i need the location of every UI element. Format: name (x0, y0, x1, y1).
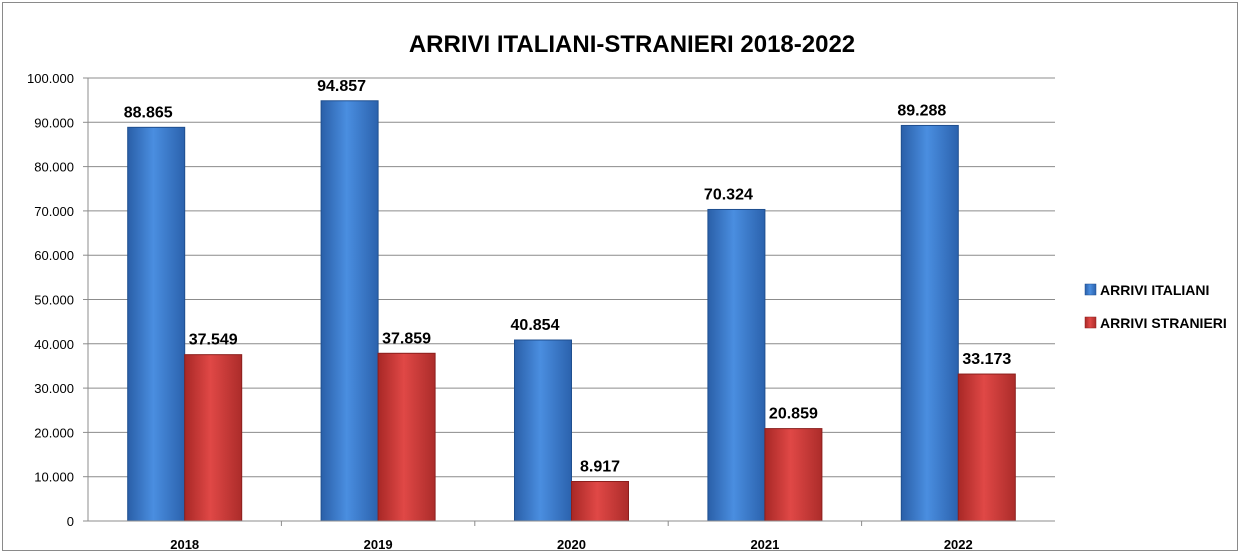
bar-italiani (514, 339, 572, 522)
bar-stranieri (957, 373, 1016, 522)
data-label: 8.917 (580, 458, 620, 475)
bar-stranieri (571, 480, 629, 522)
chart-title: ARRIVI ITALIANI-STRANIERI 2018-2022 (409, 31, 855, 58)
x-tick-label: 2020 (557, 537, 586, 552)
bar-italiani (900, 124, 959, 522)
y-tick-label: 80.000 (34, 160, 74, 175)
data-label: 40.854 (511, 317, 560, 334)
y-axis: 0 10.000 20.000 30.000 40.000 50.000 60.000 70.… (27, 71, 89, 529)
y-tick-label: 0 (67, 514, 74, 529)
y-tick-label: 10.000 (34, 470, 74, 485)
bar-italiani (707, 208, 766, 522)
bar-italiani (320, 100, 379, 522)
x-tick-label: 2019 (364, 537, 393, 552)
legend-swatch (1084, 283, 1097, 296)
bar-stranieri (377, 352, 436, 522)
y-tick-label: 70.000 (34, 204, 74, 219)
y-tick-label: 40.000 (34, 337, 74, 352)
data-label: 94.857 (317, 78, 366, 95)
data-label: 37.859 (382, 330, 431, 347)
bar-italiani (127, 126, 186, 522)
legend: ARRIVI ITALIANI ARRIVI STRANIERI (1084, 282, 1227, 331)
y-tick-label: 30.000 (34, 381, 74, 396)
bar-stranieri (184, 354, 243, 522)
legend-swatch (1084, 316, 1097, 329)
bar-stranieri (764, 428, 823, 522)
bars (127, 100, 1016, 522)
y-tick-label: 60.000 (34, 248, 74, 263)
x-axis: 2018 2019 2020 2021 2022 (88, 520, 1055, 552)
data-label: 88.865 (124, 104, 173, 121)
data-labels: 88.865 37.549 94.857 37.859 40.854 8.917 70.32… (124, 78, 1012, 476)
data-label: 20.859 (769, 406, 818, 423)
y-tick-label: 100.000 (27, 71, 74, 86)
x-tick-label: 2022 (944, 537, 973, 552)
x-tick-label: 2021 (750, 537, 779, 552)
x-tick-label: 2018 (170, 537, 199, 552)
y-tick-label: 90.000 (34, 115, 74, 130)
data-label: 70.324 (704, 186, 753, 203)
legend-label: ARRIVI STRANIERI (1100, 315, 1227, 331)
legend-label: ARRIVI ITALIANI (1100, 282, 1209, 298)
y-tick-label: 20.000 (34, 425, 74, 440)
data-label: 89.288 (897, 102, 946, 119)
data-label: 37.549 (189, 332, 238, 349)
data-label: 33.173 (962, 351, 1011, 368)
y-tick-label: 50.000 (34, 293, 74, 308)
